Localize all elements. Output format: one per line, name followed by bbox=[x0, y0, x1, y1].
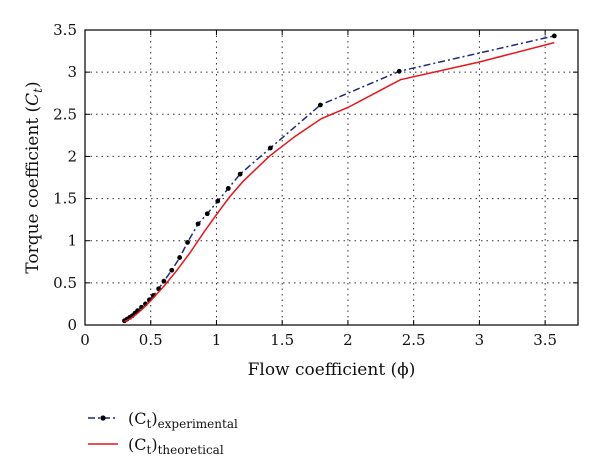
y-tick-label: 3.5 bbox=[53, 21, 77, 39]
legend-item-theoretical: (Ct)theoretical bbox=[88, 435, 224, 457]
data-point-experimental bbox=[204, 211, 210, 217]
x-tick-label: 2 bbox=[343, 331, 353, 349]
y-tick-label: 2 bbox=[67, 147, 77, 165]
y-tick-label: 1.5 bbox=[53, 190, 77, 208]
y-tick-label: 1 bbox=[67, 232, 77, 250]
data-point-experimental bbox=[185, 240, 190, 245]
y-tick-label: 0 bbox=[67, 316, 77, 334]
plot-area bbox=[84, 29, 579, 326]
grid bbox=[85, 30, 578, 325]
legend-label-experimental: (Ct)experimental bbox=[128, 409, 238, 431]
data-point-experimental bbox=[267, 145, 273, 151]
x-tick-label: 0.5 bbox=[139, 331, 163, 349]
series-line-theoretical bbox=[124, 41, 555, 323]
legend-marker-experimental bbox=[100, 415, 106, 421]
series-line-experimental bbox=[124, 35, 555, 322]
y-tick-label: 3 bbox=[67, 63, 77, 81]
y-axis-label-main: Torque coefficient ( bbox=[23, 106, 43, 274]
legend-label-theoretical-sub: theoretical bbox=[158, 443, 224, 457]
y-tick-label: 2.5 bbox=[53, 105, 77, 123]
legend-label-theoretical-t: t bbox=[146, 443, 151, 457]
data-point-experimental bbox=[195, 221, 201, 227]
legend-label-experimental-sub: experimental bbox=[158, 417, 238, 431]
legend-label-theoretical-close: ) bbox=[151, 435, 157, 454]
y-tick-label: 0.5 bbox=[53, 274, 77, 292]
x-axis-label: Flow coefficient (ϕ) bbox=[248, 360, 416, 380]
x-tick-label: 1.5 bbox=[270, 331, 294, 349]
data-point-experimental bbox=[177, 255, 183, 260]
legend-label-experimental-t: t bbox=[146, 417, 151, 431]
legend-label-experimental-open: (C bbox=[128, 409, 146, 428]
y-axis-label-symbol: C bbox=[23, 93, 43, 106]
data-point-experimental bbox=[225, 186, 231, 191]
legend: (Ct)experimental (Ct)theoretical bbox=[88, 409, 238, 457]
data-point-experimental bbox=[551, 33, 557, 39]
x-tick-label: 2.5 bbox=[402, 331, 426, 349]
y-axis-label-subscript: t bbox=[31, 88, 45, 93]
series-layer bbox=[122, 33, 557, 324]
x-tick-label: 1 bbox=[212, 331, 222, 349]
x-tick-label: 3 bbox=[475, 331, 485, 349]
legend-label-theoretical-open: (C bbox=[128, 435, 146, 454]
axis-ticks: 0 0.5 1 1.5 2 2.5 3 3.5 0 0.5 1 1.5 2 2.5 3 3.5 bbox=[53, 21, 578, 349]
x-tick-label: 3.5 bbox=[533, 331, 557, 349]
data-point-experimental bbox=[169, 267, 175, 273]
legend-label-experimental-close: ) bbox=[151, 409, 157, 428]
data-point-experimental bbox=[215, 198, 221, 204]
x-tick-label: 0 bbox=[80, 331, 90, 349]
data-point-experimental bbox=[237, 171, 243, 177]
data-point-experimental bbox=[396, 68, 402, 74]
y-axis-label-close: ) bbox=[23, 81, 43, 88]
data-point-experimental bbox=[161, 278, 167, 284]
legend-label-theoretical: (Ct)theoretical bbox=[128, 435, 224, 457]
y-axis-label: Torque coefficient (Ct) bbox=[23, 81, 45, 273]
legend-item-experimental: (Ct)experimental bbox=[88, 409, 238, 431]
data-point-experimental bbox=[317, 102, 323, 108]
